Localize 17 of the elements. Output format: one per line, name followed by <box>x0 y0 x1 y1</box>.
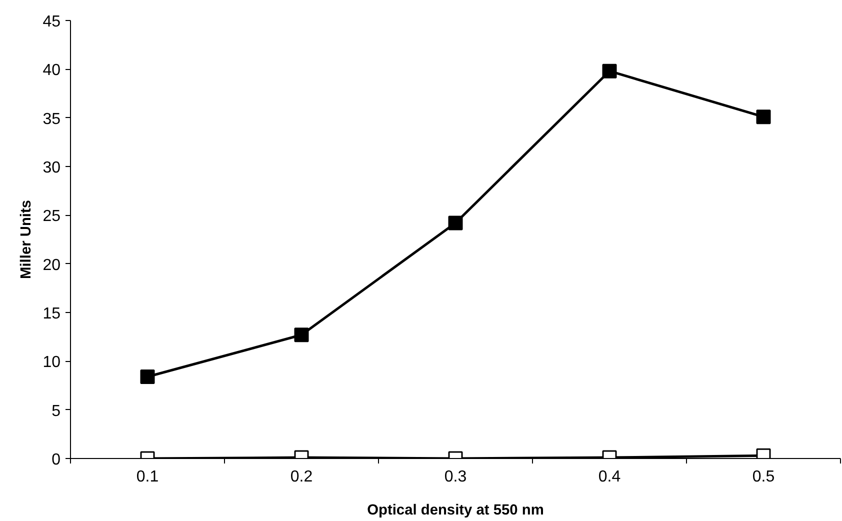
y-tick-label: 15 <box>42 306 61 322</box>
y-tick-label: 45 <box>42 14 61 30</box>
y-tick-label: 0 <box>52 452 61 468</box>
y-tick-label: 40 <box>42 62 61 80</box>
x-tick-label: 0.3 <box>444 468 467 486</box>
x-tick-label: 0.5 <box>752 468 775 486</box>
y-tick-label: 25 <box>42 208 61 226</box>
x-tick-label: 0.2 <box>290 468 313 486</box>
x-tick-label: 0.4 <box>598 468 621 486</box>
y-axis-title: Miller Units <box>18 200 35 279</box>
y-tick-label: 10 <box>42 354 61 372</box>
y-tick-label: 5 <box>52 402 61 420</box>
y-tick-label: 35 <box>42 110 61 128</box>
y-tick-label: 20 <box>42 256 61 274</box>
x-axis-title: Optical density at 550 nm <box>367 502 544 518</box>
x-tick-label: 0.1 <box>136 468 159 486</box>
y-tick-label: 30 <box>42 160 61 176</box>
